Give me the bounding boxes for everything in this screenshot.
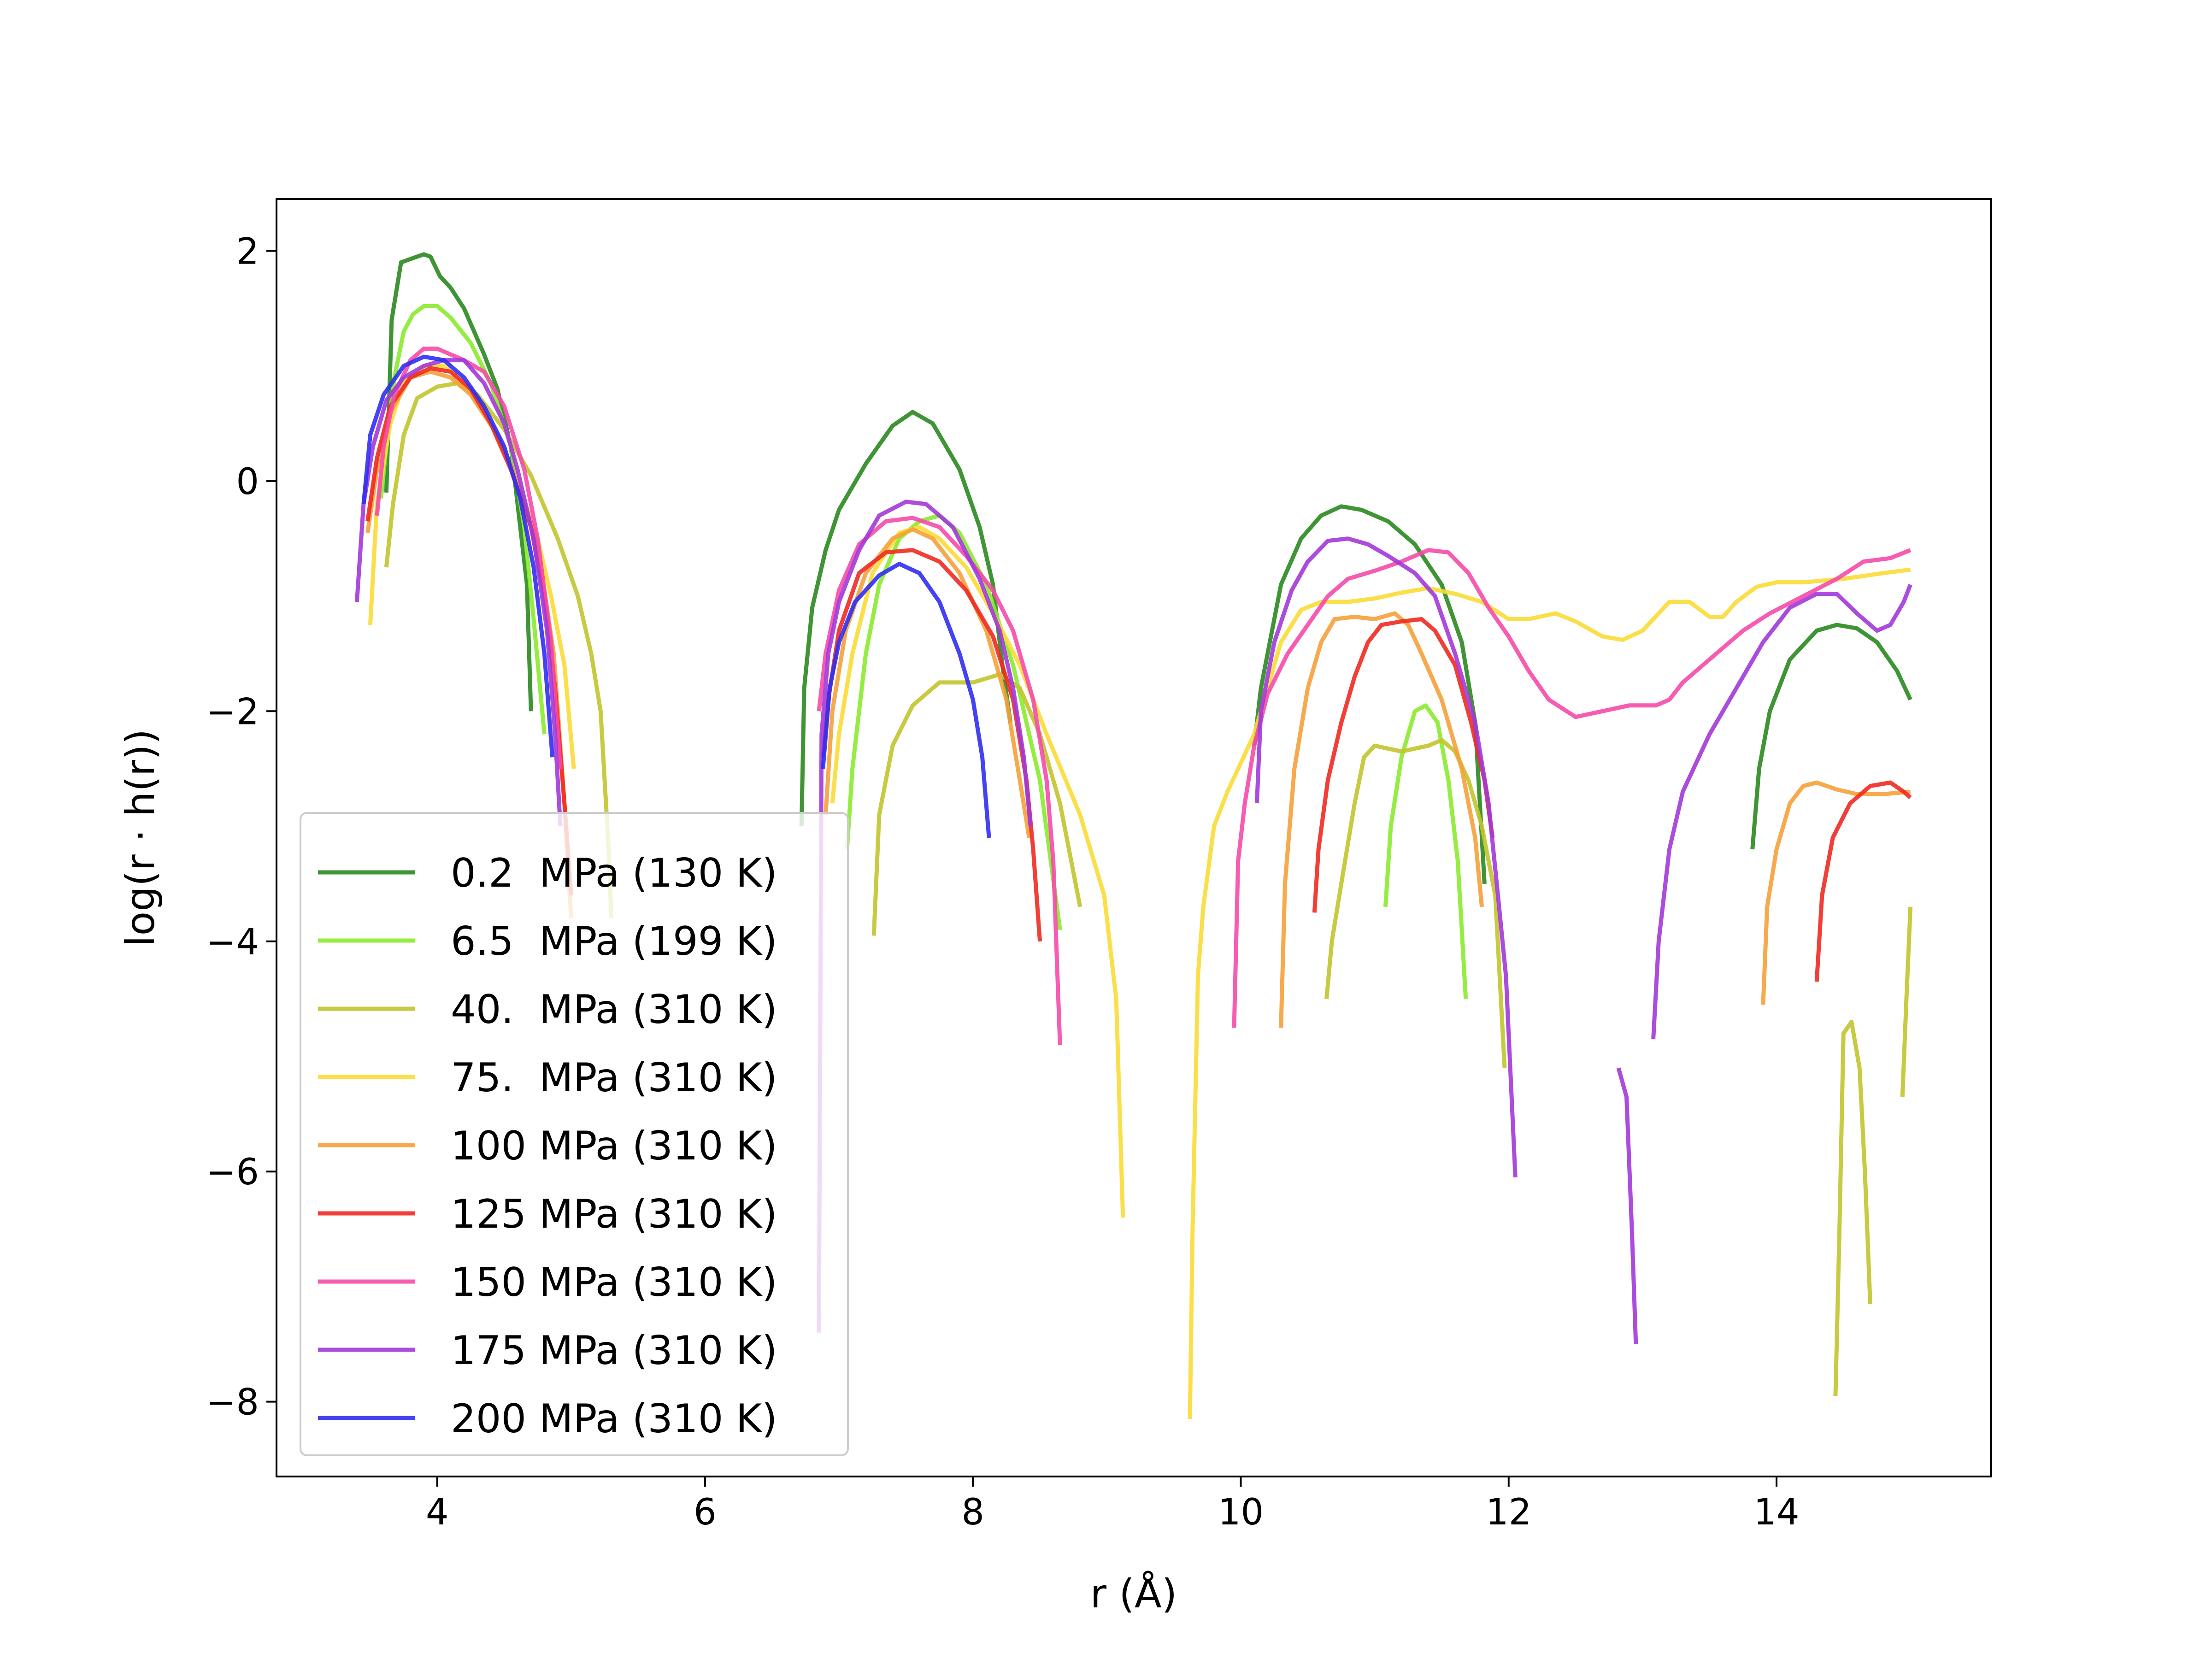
legend-entry: 0.2 MPa (130 K) xyxy=(318,850,777,896)
series-8-segment-2 xyxy=(817,500,1033,1333)
legend-label: 75. MPa (310 K) xyxy=(451,1055,777,1101)
legend-label: 200 MPa (310 K) xyxy=(451,1396,777,1442)
series-8-segment-4 xyxy=(1616,1067,1638,1344)
legend-entry: 150 MPa (310 K) xyxy=(318,1259,777,1306)
x-tick-label: 8 xyxy=(961,1492,984,1533)
x-tick-label: 12 xyxy=(1486,1492,1531,1533)
series-8-segment-1 xyxy=(354,358,563,827)
y-axis-title: log(r · h(r)) xyxy=(118,729,164,947)
series-8-segment-3 xyxy=(1254,536,1518,1177)
plot-frame xyxy=(276,198,1992,1477)
series-6-segment-4 xyxy=(1814,780,1912,982)
series-3-segment-4 xyxy=(1833,1020,1872,1396)
y-axis: 2 0 −2 −4 −6 −8 xyxy=(206,231,276,1424)
series-1-segment-4 xyxy=(1750,623,1912,850)
series-3 xyxy=(384,381,1913,1396)
legend-label: 125 MPa (310 K) xyxy=(451,1191,777,1237)
legend: 0.2 MPa (130 K) 6.5 MPa (199 K) 40. MPa (3… xyxy=(300,812,849,1456)
y-tick-label: 2 xyxy=(236,231,259,272)
legend-entry: 100 MPa (310 K) xyxy=(318,1123,777,1169)
legend-entry: 175 MPa (310 K) xyxy=(318,1328,777,1374)
legend-box xyxy=(300,812,849,1456)
legend-label: 40. MPa (310 K) xyxy=(451,987,777,1033)
legend-label: 6.5 MPa (199 K) xyxy=(451,918,777,965)
x-tick-label: 6 xyxy=(694,1492,717,1533)
series-9 xyxy=(361,354,991,838)
series-7-segment-2 xyxy=(817,516,1062,1045)
series-3-segment-5 xyxy=(1900,906,1913,1097)
series-6-segment-3 xyxy=(1312,617,1495,913)
legend-label: 0.2 MPa (130 K) xyxy=(451,850,777,896)
legend-entry: 125 MPa (310 K) xyxy=(318,1191,777,1237)
series-9-segment-1 xyxy=(361,354,555,758)
series-3-segment-3 xyxy=(1324,738,1507,1068)
x-tick-label: 10 xyxy=(1218,1492,1264,1533)
series-1-segment-1 xyxy=(384,252,533,712)
y-tick-label: −2 xyxy=(206,691,259,733)
x-tick-label: 14 xyxy=(1753,1492,1799,1533)
legend-entry: 40. MPa (310 K) xyxy=(318,987,777,1033)
series-3-segment-2 xyxy=(871,672,1082,936)
series-7-segment-3 xyxy=(1232,548,1912,1028)
series-4-segment-2 xyxy=(830,525,1125,1218)
series-1-segment-3 xyxy=(1252,504,1487,884)
series-5-segment-2 xyxy=(824,527,1031,838)
legend-label: 100 MPa (310 K) xyxy=(451,1123,777,1169)
y-tick-label: −4 xyxy=(206,922,259,963)
series-8 xyxy=(354,358,1912,1344)
series-1-segment-2 xyxy=(799,410,1013,827)
x-axis-title: r (Å) xyxy=(1090,1571,1177,1617)
series-9-segment-2 xyxy=(821,562,991,838)
y-tick-label: −6 xyxy=(206,1152,259,1193)
series-4-segment-3 xyxy=(1188,567,1911,1419)
series-8-segment-5 xyxy=(1651,583,1912,1040)
series-layer xyxy=(354,252,1913,1419)
legend-label: 175 MPa (310 K) xyxy=(451,1328,777,1374)
legend-label: 150 MPa (310 K) xyxy=(451,1259,777,1306)
x-axis: 4 6 8 10 12 14 xyxy=(426,1477,1800,1533)
legend-entry: 200 MPa (310 K) xyxy=(318,1396,777,1442)
series-5-segment-3 xyxy=(1279,611,1484,1028)
legend-entry: 6.5 MPa (199 K) xyxy=(318,918,777,965)
y-tick-label: 0 xyxy=(236,461,259,503)
series-5-segment-4 xyxy=(1761,780,1911,1005)
y-tick-label: −8 xyxy=(206,1382,259,1424)
series-1 xyxy=(384,252,1912,884)
legend-entries: 0.2 MPa (130 K) 6.5 MPa (199 K) 40. MPa (3… xyxy=(318,850,777,1442)
x-tick-label: 4 xyxy=(426,1492,449,1533)
legend-entry: 75. MPa (310 K) xyxy=(318,1055,777,1101)
series-2-segment-3 xyxy=(1383,703,1468,999)
